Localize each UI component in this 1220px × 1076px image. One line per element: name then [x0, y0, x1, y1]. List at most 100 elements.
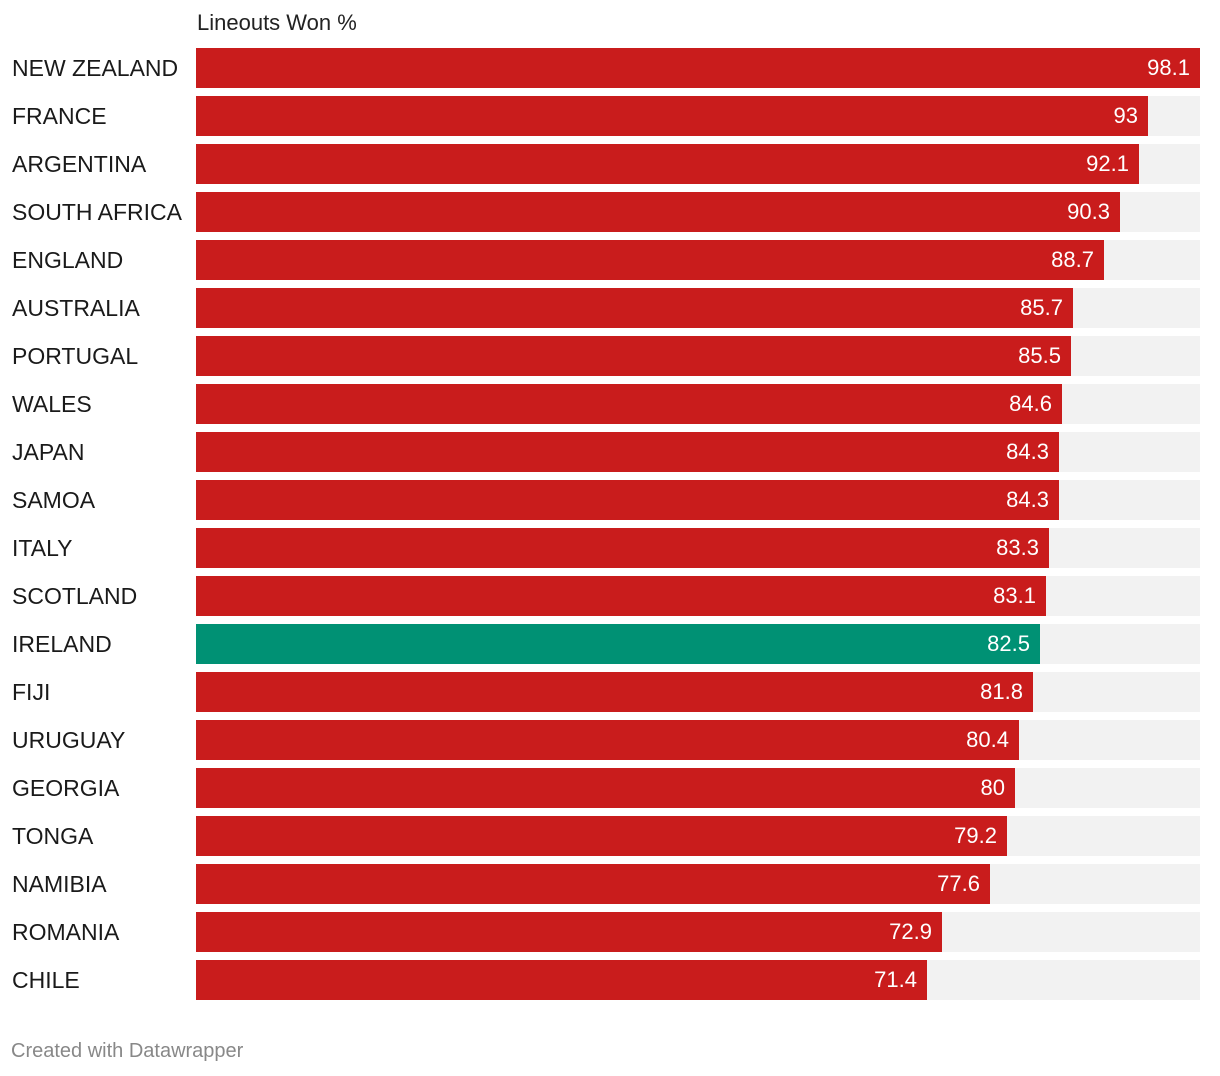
bar-track: 72.9	[196, 912, 1200, 952]
bar: 88.7	[196, 240, 1104, 280]
bar-row: FRANCE 93	[0, 96, 1220, 136]
category-label: IRELAND	[12, 631, 112, 657]
bar: 83.3	[196, 528, 1049, 568]
bar-row: CHILE 71.4	[0, 960, 1220, 1000]
category-label: SCOTLAND	[12, 583, 138, 609]
bar: 79.2	[196, 816, 1007, 856]
bar-track: 82.5	[196, 624, 1200, 664]
datawrapper-credit: Created with Datawrapper	[11, 1040, 244, 1062]
column-header: Lineouts Won %	[197, 10, 357, 35]
value-label: 83.3	[996, 535, 1039, 560]
bar-row: ENGLAND 88.7	[0, 240, 1220, 280]
category-label: SAMOA	[12, 487, 96, 513]
bar: 98.1	[196, 48, 1200, 88]
bar: 82.5	[196, 624, 1040, 664]
category-label: FIJI	[12, 679, 51, 705]
bar-row: ITALY 83.3	[0, 528, 1220, 568]
category-label: NEW ZEALAND	[12, 55, 179, 81]
bar: 80	[196, 768, 1015, 808]
bar-row: ARGENTINA 92.1	[0, 144, 1220, 184]
bar: 83.1	[196, 576, 1046, 616]
bar-row: ROMANIA 72.9	[0, 912, 1220, 952]
value-label: 90.3	[1067, 199, 1110, 224]
category-label: PORTUGAL	[12, 343, 139, 369]
value-label: 82.5	[987, 631, 1030, 656]
bar: 84.3	[196, 480, 1059, 520]
category-label: AUSTRALIA	[12, 295, 140, 321]
bar-row: NEW ZEALAND 98.1	[0, 48, 1220, 88]
bar-row: TONGA 79.2	[0, 816, 1220, 856]
bar-track: 84.3	[196, 480, 1200, 520]
value-label: 93	[1113, 103, 1138, 128]
bar-track: 90.3	[196, 192, 1200, 232]
bar-track: 85.7	[196, 288, 1200, 328]
bar-row: NAMIBIA 77.6	[0, 864, 1220, 904]
value-label: 84.6	[1009, 391, 1052, 416]
bar-track: 85.5	[196, 336, 1200, 376]
value-label: 77.6	[937, 871, 980, 896]
value-label: 79.2	[954, 823, 997, 848]
category-label: CHILE	[12, 967, 80, 993]
value-label: 85.5	[1018, 343, 1061, 368]
category-label: URUGUAY	[12, 727, 126, 753]
bar-track: 79.2	[196, 816, 1200, 856]
bar: 71.4	[196, 960, 927, 1000]
category-label: FRANCE	[12, 103, 107, 129]
bar: 81.8	[196, 672, 1033, 712]
category-label: ENGLAND	[12, 247, 124, 273]
bar: 84.3	[196, 432, 1059, 472]
bar-row: PORTUGAL 85.5	[0, 336, 1220, 376]
bar-row: SOUTH AFRICA 90.3	[0, 192, 1220, 232]
bar: 80.4	[196, 720, 1019, 760]
bar-track: 77.6	[196, 864, 1200, 904]
bar-track: 92.1	[196, 144, 1200, 184]
bar-track: 71.4	[196, 960, 1200, 1000]
bar-row: SCOTLAND 83.1	[0, 576, 1220, 616]
bar: 92.1	[196, 144, 1139, 184]
bar-row: GEORGIA 80	[0, 768, 1220, 808]
value-label: 98.1	[1147, 55, 1190, 80]
value-label: 81.8	[980, 679, 1023, 704]
category-label: ITALY	[12, 535, 73, 561]
bar: 77.6	[196, 864, 990, 904]
category-label: NAMIBIA	[12, 871, 107, 897]
bar: 72.9	[196, 912, 942, 952]
bar: 85.5	[196, 336, 1071, 376]
value-label: 88.7	[1051, 247, 1094, 272]
value-label: 83.1	[993, 583, 1036, 608]
value-label: 80.4	[966, 727, 1009, 752]
bar-track: 88.7	[196, 240, 1200, 280]
bar-row: SAMOA 84.3	[0, 480, 1220, 520]
category-label: ROMANIA	[12, 919, 120, 945]
bar-track: 98.1	[196, 48, 1200, 88]
value-label: 72.9	[889, 919, 932, 944]
bar-track: 84.3	[196, 432, 1200, 472]
value-label: 92.1	[1086, 151, 1129, 176]
bar-row: FIJI 81.8	[0, 672, 1220, 712]
value-label: 80	[980, 775, 1005, 800]
bar-row: URUGUAY 80.4	[0, 720, 1220, 760]
bar-track: 83.1	[196, 576, 1200, 616]
category-label: ARGENTINA	[12, 151, 147, 177]
bar: 90.3	[196, 192, 1120, 232]
value-label: 85.7	[1020, 295, 1063, 320]
bar-track: 80	[196, 768, 1200, 808]
bar: 93	[196, 96, 1148, 136]
category-label: WALES	[12, 391, 92, 417]
bar-row: AUSTRALIA 85.7	[0, 288, 1220, 328]
bar: 85.7	[196, 288, 1073, 328]
value-label: 84.3	[1006, 439, 1049, 464]
bar-track: 81.8	[196, 672, 1200, 712]
bar-track: 83.3	[196, 528, 1200, 568]
bar-row: IRELAND 82.5	[0, 624, 1220, 664]
value-label: 71.4	[874, 967, 917, 992]
bar-track: 80.4	[196, 720, 1200, 760]
category-label: TONGA	[12, 823, 94, 849]
bar-row: JAPAN 84.3	[0, 432, 1220, 472]
value-label: 84.3	[1006, 487, 1049, 512]
category-label: JAPAN	[12, 439, 85, 465]
bar-row: WALES 84.6	[0, 384, 1220, 424]
bar-track: 84.6	[196, 384, 1200, 424]
category-label: GEORGIA	[12, 775, 120, 801]
